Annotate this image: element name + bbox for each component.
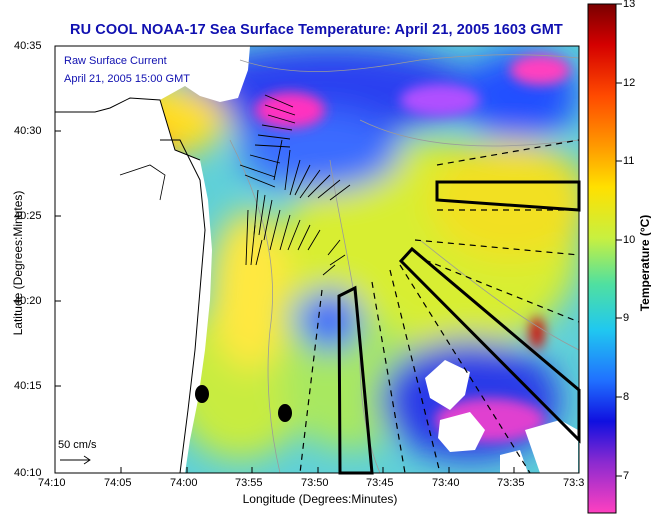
x-tick-label: 73:45 — [366, 477, 394, 489]
colorbar-tick-label: 10 — [623, 234, 636, 246]
colorbar-tick-label: 8 — [623, 391, 630, 403]
colorbar-tick-label: 7 — [623, 470, 630, 482]
radar-site-marker — [278, 404, 292, 422]
scale-arrow-label: 50 cm/s — [58, 439, 97, 451]
current-vectors — [60, 94, 351, 465]
radar-boxes — [337, 180, 581, 475]
x-tick-label: 74:10 — [38, 477, 66, 489]
x-tick-label: 73:35 — [497, 477, 525, 489]
colorbar — [587, 3, 617, 514]
current-legend-time: April 21, 2005 15:00 GMT — [64, 73, 190, 85]
sst-field — [55, 46, 579, 473]
x-tick-label: 74:05 — [104, 477, 132, 489]
radar-lines — [299, 139, 580, 474]
y-tick-label: 40:15 — [14, 380, 42, 392]
y-tick-label: 40:25 — [14, 210, 42, 222]
y-axis-label: Latitude (Degrees:Minutes) — [11, 190, 25, 336]
x-tick-label: 73:3 — [563, 477, 585, 489]
y-tick-label: 40:30 — [14, 125, 42, 137]
map-title: RU COOL NOAA-17 Sea Surface Temperature:… — [70, 22, 563, 38]
y-tick-label: 40:20 — [14, 295, 42, 307]
colorbar-tick-label: 11 — [623, 155, 635, 167]
colorbar-tick-label: 9 — [623, 312, 630, 324]
x-tick-label: 73:55 — [235, 477, 263, 489]
colorbar-label: Temperature (°C) — [638, 214, 651, 312]
x-tick-label: 74:00 — [170, 477, 198, 489]
current-legend-label: Raw Surface Current — [64, 55, 167, 67]
x-axis-label: Longitude (Degrees:Minutes) — [242, 492, 398, 506]
y-tick-label: 40:10 — [14, 467, 42, 479]
y-tick-label: 40:35 — [14, 40, 42, 52]
colorbar-tick-label: 13 — [623, 0, 636, 10]
x-tick-label: 73:40 — [432, 477, 460, 489]
x-tick-label: 73:50 — [301, 477, 329, 489]
radar-site-marker — [195, 385, 209, 403]
colorbar-tick-label: 12 — [623, 77, 636, 89]
